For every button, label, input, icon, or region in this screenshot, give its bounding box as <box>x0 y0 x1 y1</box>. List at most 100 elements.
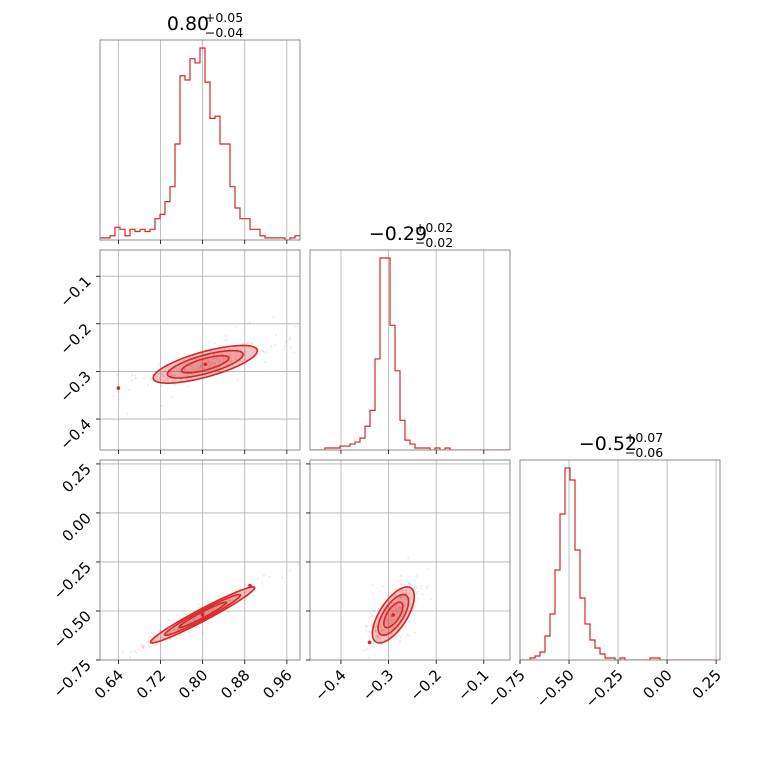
scatter-point <box>350 690 352 692</box>
scatter-point <box>200 365 203 368</box>
y-tick-label: −0.25 <box>50 558 95 603</box>
scatter-point <box>243 591 246 594</box>
pair-content <box>96 316 296 415</box>
scatter-point <box>193 368 196 371</box>
scatter-point <box>262 574 266 577</box>
scatter-point <box>172 369 175 372</box>
scatter-point <box>173 627 176 630</box>
scatter-point <box>241 342 244 345</box>
scatter-point <box>238 587 242 590</box>
scatter-point <box>373 625 377 629</box>
scatter-point <box>157 363 160 366</box>
param-title-2: −0.52 <box>579 433 637 455</box>
scatter-point <box>389 615 392 618</box>
scatter-point <box>188 631 191 634</box>
scatter-point <box>212 361 215 364</box>
scatter-point <box>139 645 143 648</box>
scatter-point <box>390 616 393 619</box>
title-plus-1: +0.02 <box>415 220 453 235</box>
scatter-point <box>379 626 382 629</box>
scatter-point <box>201 631 205 634</box>
x-tick-label: 0.96 <box>259 666 295 702</box>
scatter-point <box>213 362 217 365</box>
scatter-point <box>190 618 193 622</box>
scatter-point <box>206 359 210 362</box>
scatter-point <box>243 354 247 357</box>
scatter-point <box>164 370 167 373</box>
scatter-point <box>129 650 133 654</box>
scatter-point <box>229 361 232 364</box>
scatter-point <box>149 377 153 380</box>
scatter-point <box>200 360 203 363</box>
scatter-point <box>212 357 215 360</box>
scatter-point <box>401 582 404 586</box>
scatter-point <box>384 630 387 633</box>
scatter-point <box>391 626 394 629</box>
scatter-point <box>395 607 398 610</box>
scatter-point <box>180 378 183 381</box>
x-tick-label: 0.88 <box>217 666 253 702</box>
scatter-point <box>368 630 371 634</box>
scatter-point <box>225 357 228 360</box>
scatter-point <box>227 600 231 603</box>
x-tick-label: −0.50 <box>533 666 578 711</box>
scatter-point <box>191 365 194 368</box>
scatter-point <box>390 627 393 630</box>
scatter-point <box>387 618 390 621</box>
histogram-0 <box>100 47 300 240</box>
scatter-point <box>206 611 210 615</box>
scatter-point <box>380 630 384 633</box>
x-tick-label: −0.75 <box>484 666 529 711</box>
scatter-point <box>406 592 410 595</box>
scatter-point <box>230 598 233 602</box>
x-tick-label: 0.25 <box>689 666 725 702</box>
pair-content <box>350 556 433 692</box>
scatter-point <box>380 629 383 632</box>
scatter-point <box>131 374 134 377</box>
scatter-point <box>412 587 416 590</box>
scatter-point <box>381 632 384 635</box>
scatter-point <box>395 587 398 591</box>
scatter-point <box>188 621 191 624</box>
outlier-point <box>367 640 372 645</box>
scatter-point <box>213 362 216 365</box>
x-tick-label: −0.4 <box>311 666 349 704</box>
scatter-point <box>165 371 168 374</box>
scatter-point <box>171 380 175 383</box>
scatter-point <box>185 374 188 377</box>
scatter-point <box>390 632 394 635</box>
scatter-point <box>174 637 178 640</box>
param-title-0: 0.80 <box>167 13 209 35</box>
scatter-point <box>357 687 359 689</box>
scatter-point <box>163 360 167 364</box>
scatter-point <box>380 643 383 646</box>
scatter-point <box>408 583 412 586</box>
scatter-point <box>373 653 376 656</box>
scatter-point <box>194 618 197 621</box>
scatter-point <box>96 377 98 379</box>
scatter-point <box>376 638 379 641</box>
scatter-point <box>395 599 398 602</box>
scatter-point <box>126 412 129 415</box>
scatter-point <box>196 365 199 368</box>
y-tick-label: −0.50 <box>50 607 95 652</box>
scatter-point <box>198 366 202 370</box>
scatter-point <box>147 644 151 647</box>
scatter-point <box>425 586 428 589</box>
scatter-point <box>416 586 419 589</box>
scatter-point <box>297 562 300 565</box>
scatter-point <box>161 372 165 375</box>
scatter-point <box>234 354 237 357</box>
scatter-point <box>284 340 287 343</box>
scatter-point <box>168 630 172 633</box>
panel-frame <box>519 459 721 661</box>
scatter-point <box>134 374 137 377</box>
scatter-point <box>394 593 397 596</box>
scatter-point <box>387 600 391 603</box>
scatter-point <box>234 326 237 329</box>
scatter-point <box>178 634 181 637</box>
scatter-point <box>201 363 204 366</box>
scatter-point <box>394 588 397 591</box>
scatter-point <box>283 347 286 351</box>
